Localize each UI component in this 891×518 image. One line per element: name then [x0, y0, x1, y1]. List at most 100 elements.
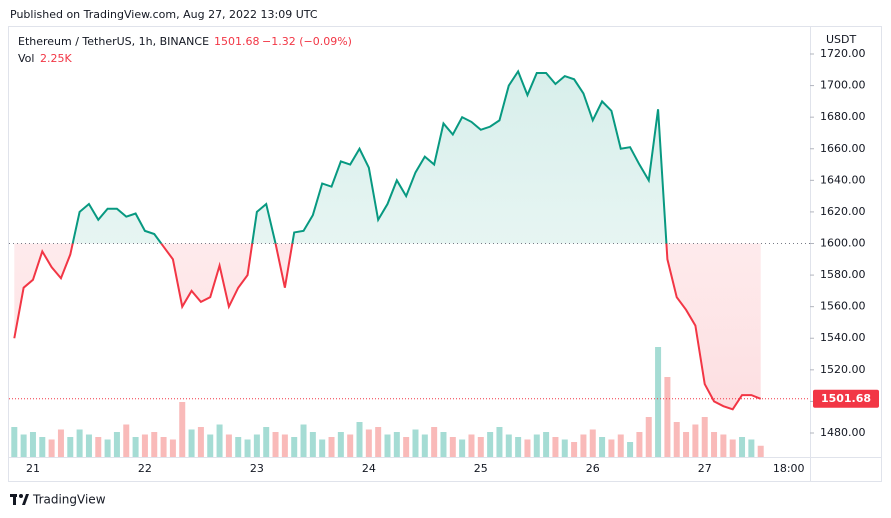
volume-bar	[235, 437, 242, 457]
plot	[9, 53, 814, 457]
y-tick-label: 1640.00	[820, 173, 866, 186]
y-tick-label: 1480.00	[820, 426, 866, 439]
y-axis-label: USDT	[826, 33, 857, 46]
x-tick-label: 23	[250, 462, 264, 475]
volume-bar	[216, 424, 223, 457]
volume-bar	[393, 432, 400, 457]
volume-bar	[384, 434, 391, 457]
x-tick-label: 26	[586, 462, 600, 475]
price-change: −1.32 (−0.09%)	[262, 35, 352, 48]
volume-bar	[319, 439, 326, 457]
x-tick-label: 27	[698, 462, 712, 475]
volume-bar	[300, 424, 307, 457]
volume-bar	[29, 432, 36, 457]
volume-bar	[244, 439, 251, 457]
y-tick-label: 1620.00	[820, 205, 866, 218]
volume-bar	[617, 434, 624, 457]
volume-bar	[76, 429, 83, 457]
volume-bar	[515, 437, 522, 457]
volume-bar	[673, 422, 680, 457]
volume-bar	[48, 439, 55, 457]
volume-bar	[309, 432, 316, 457]
y-tick-label: 1520.00	[820, 363, 866, 376]
area-below	[14, 243, 761, 410]
y-tick-label: 1540.00	[820, 331, 866, 344]
last-price-tag	[813, 389, 879, 408]
volume-bar	[403, 437, 410, 457]
last-price-tag-label: 1501.68	[821, 392, 871, 405]
volume-bar	[328, 437, 335, 457]
volume-name: Vol	[18, 52, 34, 65]
volume-bar	[132, 437, 139, 457]
volume-bar	[169, 439, 176, 457]
volume-bar	[39, 437, 46, 457]
last-price: 1501.68	[214, 35, 260, 48]
volume-bar	[291, 437, 298, 457]
y-tick-label: 1600.00	[820, 237, 866, 250]
volume-bar	[748, 439, 755, 457]
x-tick-label: 22	[138, 462, 152, 475]
volume-bar	[552, 437, 559, 457]
volume-bar	[253, 434, 260, 457]
volume-bar	[179, 402, 186, 457]
x-tick-label: 24	[362, 462, 376, 475]
volume-bar	[347, 434, 354, 457]
volume-bar	[496, 427, 503, 457]
volume-bar	[636, 432, 643, 457]
volume-bar	[356, 422, 363, 457]
volume-bar	[524, 439, 531, 457]
volume-bar	[207, 434, 214, 457]
volume-bar	[645, 417, 652, 457]
publish-note: Published on TradingView.com, Aug 27, 20…	[10, 8, 318, 21]
volume-bar	[533, 434, 540, 457]
logo	[10, 494, 29, 505]
volume-bar	[67, 437, 74, 457]
volume-bar	[599, 437, 606, 457]
volume-bar	[627, 442, 634, 457]
price-line-above	[71, 69, 668, 244]
volume-bar	[477, 437, 484, 457]
volume-bar	[449, 437, 456, 457]
volume-bar	[375, 427, 382, 457]
chart-frame	[8, 26, 882, 482]
volume-bar	[337, 432, 344, 457]
volume-bar	[664, 377, 671, 457]
volume-bar	[197, 427, 204, 457]
symbol-label: Ethereum / TetherUS, 1h, BINANCE	[18, 35, 209, 48]
volume-bar	[487, 432, 494, 457]
volume-bar	[104, 439, 111, 457]
volume-bar	[188, 429, 195, 457]
volume-bar	[729, 439, 736, 457]
y-tick-label: 1560.00	[820, 300, 866, 313]
volume-bar	[683, 432, 690, 457]
x-tick-label: 21	[26, 462, 40, 475]
y-tick-label: 1700.00	[820, 79, 866, 92]
footer-brand: TradingView	[32, 493, 106, 507]
y-tick-label: 1720.00	[820, 47, 866, 60]
volume-bar	[412, 429, 419, 457]
y-tick-label: 1660.00	[820, 142, 866, 155]
volume-bar	[421, 434, 428, 457]
volume-bar	[141, 434, 148, 457]
volume-bar	[543, 432, 550, 457]
volume-bar	[225, 434, 232, 457]
volume-bar	[160, 437, 167, 457]
volume-bar	[95, 437, 102, 457]
volume-bar	[365, 429, 372, 457]
volume-bar	[720, 434, 727, 457]
volume-bar	[440, 432, 447, 457]
volume-bar	[571, 442, 578, 457]
x-tick-label: 25	[474, 462, 488, 475]
volume-bar	[608, 439, 615, 457]
volume-bar	[263, 427, 270, 457]
volume-bar	[113, 432, 120, 457]
volume-bar	[123, 424, 130, 457]
volume-last: 2.25K	[40, 52, 72, 65]
volume-bar	[11, 427, 18, 457]
volume-bar	[151, 432, 158, 457]
y-tick-label: 1580.00	[820, 268, 866, 281]
volume-bar	[505, 434, 512, 457]
volume-bar	[459, 439, 466, 457]
volume-bar	[561, 439, 568, 457]
